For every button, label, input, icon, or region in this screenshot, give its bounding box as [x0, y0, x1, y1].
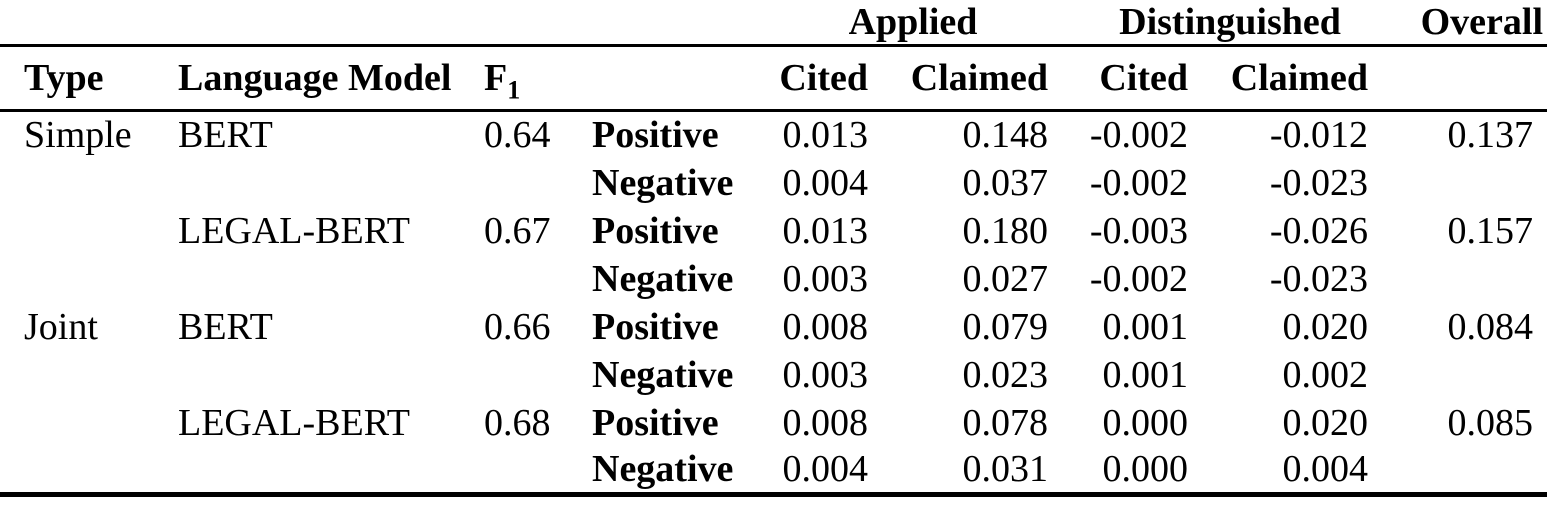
header-overall-spacer	[1370, 45, 1547, 112]
cell-polarity: Negative	[592, 161, 733, 204]
cell-applied-claimed: 0.031	[962, 448, 1049, 491]
cell-language-model: BERT	[178, 305, 273, 348]
cell-distinguished-claimed: -0.023	[1269, 257, 1369, 300]
table-row: Negative 0.003 0.027 -0.002 -0.023	[0, 255, 1547, 303]
cell-distinguished-claimed: -0.026	[1269, 209, 1369, 252]
table-row: LEGAL-BERT 0.67 Positive 0.013 0.180 -0.…	[0, 207, 1547, 255]
cell-f1	[463, 351, 563, 399]
cell-overall: 0.137	[1447, 114, 1534, 157]
cell-type	[0, 399, 148, 447]
cell-distinguished-claimed: -0.023	[1269, 161, 1369, 204]
cell-overall: 0.085	[1447, 401, 1534, 444]
header-distinguished-claimed: Claimed	[1190, 45, 1371, 112]
table-row: Negative 0.003 0.023 0.001 0.002	[0, 351, 1547, 399]
cell-distinguished-claimed: 0.004	[1282, 448, 1369, 491]
group-header-row: Applied Distinguished Overall	[0, 0, 1547, 47]
cell-overall	[1370, 447, 1547, 495]
header-polarity-spacer	[563, 45, 733, 112]
cell-distinguished-cited: 0.000	[1102, 448, 1189, 491]
cell-language-model: BERT	[178, 114, 273, 157]
header-overall: Overall	[1370, 0, 1547, 47]
cell-distinguished-cited: 0.001	[1102, 305, 1189, 348]
cell-language-model: LEGAL-BERT	[178, 209, 411, 252]
cell-applied-cited: 0.003	[782, 257, 869, 300]
cell-applied-cited: 0.004	[782, 161, 869, 204]
cell-f1: 0.68	[484, 401, 551, 444]
cell-distinguished-claimed: 0.020	[1282, 305, 1369, 348]
cell-overall: 0.157	[1447, 209, 1534, 252]
cell-language-model	[148, 255, 463, 303]
cell-polarity: Positive	[592, 401, 719, 444]
cell-f1	[463, 159, 563, 207]
results-table: Applied Distinguished Overall Type Langu…	[0, 0, 1547, 497]
table-row: Negative 0.004 0.037 -0.002 -0.023	[0, 159, 1547, 207]
cell-type: Joint	[24, 305, 98, 348]
cell-f1: 0.66	[484, 305, 551, 348]
cell-overall	[1370, 159, 1547, 207]
header-distinguished: Distinguished	[1050, 0, 1371, 47]
cell-overall: 0.084	[1447, 305, 1534, 348]
cell-applied-claimed: 0.078	[962, 401, 1049, 444]
cell-f1	[463, 447, 563, 495]
cell-language-model	[148, 447, 463, 495]
cell-f1: 0.64	[484, 114, 551, 157]
table-row: LEGAL-BERT 0.68 Positive 0.008 0.078 0.0…	[0, 399, 1547, 447]
cell-applied-claimed: 0.023	[962, 353, 1049, 396]
cell-polarity: Negative	[592, 353, 733, 396]
cell-polarity: Negative	[592, 257, 733, 300]
header-applied: Applied	[733, 0, 1051, 47]
cell-applied-cited: 0.008	[782, 305, 869, 348]
cell-type	[0, 255, 148, 303]
cell-language-model	[148, 159, 463, 207]
cell-applied-claimed: 0.148	[962, 114, 1049, 157]
group-header-spacer	[0, 0, 733, 47]
cell-applied-claimed: 0.180	[962, 209, 1049, 252]
cell-polarity: Negative	[592, 448, 733, 491]
cell-applied-cited: 0.003	[782, 353, 869, 396]
cell-polarity: Positive	[592, 305, 719, 348]
header-language-model: Language Model	[148, 45, 463, 112]
cell-overall	[1370, 255, 1547, 303]
table-row: Negative 0.004 0.031 0.000 0.004	[0, 447, 1547, 495]
header-applied-claimed: Claimed	[870, 45, 1051, 112]
cell-applied-cited: 0.013	[782, 114, 869, 157]
cell-overall	[1370, 351, 1547, 399]
cell-f1	[463, 255, 563, 303]
cell-distinguished-cited: -0.002	[1089, 114, 1189, 157]
header-f1: F1	[463, 45, 563, 112]
cell-distinguished-claimed: 0.020	[1282, 401, 1369, 444]
table-row: Simple BERT 0.64 Positive 0.013 0.148 -0…	[0, 111, 1547, 159]
cell-applied-cited: 0.008	[782, 401, 869, 444]
cell-distinguished-claimed: 0.002	[1282, 353, 1369, 396]
cell-applied-claimed: 0.079	[962, 305, 1049, 348]
cell-distinguished-cited: 0.000	[1102, 401, 1189, 444]
cell-distinguished-cited: -0.002	[1089, 161, 1189, 204]
table-row: Joint BERT 0.66 Positive 0.008 0.079 0.0…	[0, 303, 1547, 351]
cell-type	[0, 207, 148, 255]
cell-type	[0, 351, 148, 399]
cell-distinguished-claimed: -0.012	[1269, 114, 1369, 157]
cell-polarity: Positive	[592, 209, 719, 252]
header-f1-subscript: 1	[507, 75, 521, 105]
cell-type: Simple	[24, 114, 132, 157]
cell-type	[0, 447, 148, 495]
header-applied-cited: Cited	[733, 45, 870, 112]
cell-applied-cited: 0.013	[782, 209, 869, 252]
cell-type	[0, 159, 148, 207]
cell-language-model	[148, 351, 463, 399]
cell-language-model: LEGAL-BERT	[178, 401, 411, 444]
cell-distinguished-cited: -0.003	[1089, 209, 1189, 252]
header-f1-base: F	[484, 57, 508, 99]
header-type: Type	[0, 45, 148, 112]
cell-applied-claimed: 0.027	[962, 257, 1049, 300]
cell-applied-claimed: 0.037	[962, 161, 1049, 204]
cell-applied-cited: 0.004	[782, 448, 869, 491]
cell-f1: 0.67	[484, 209, 551, 252]
cell-polarity: Positive	[592, 114, 719, 157]
cell-distinguished-cited: -0.002	[1089, 257, 1189, 300]
cell-distinguished-cited: 0.001	[1102, 353, 1189, 396]
header-distinguished-cited: Cited	[1050, 45, 1191, 112]
column-header-row: Type Language Model F1 Cited Claimed Cit…	[0, 45, 1547, 112]
